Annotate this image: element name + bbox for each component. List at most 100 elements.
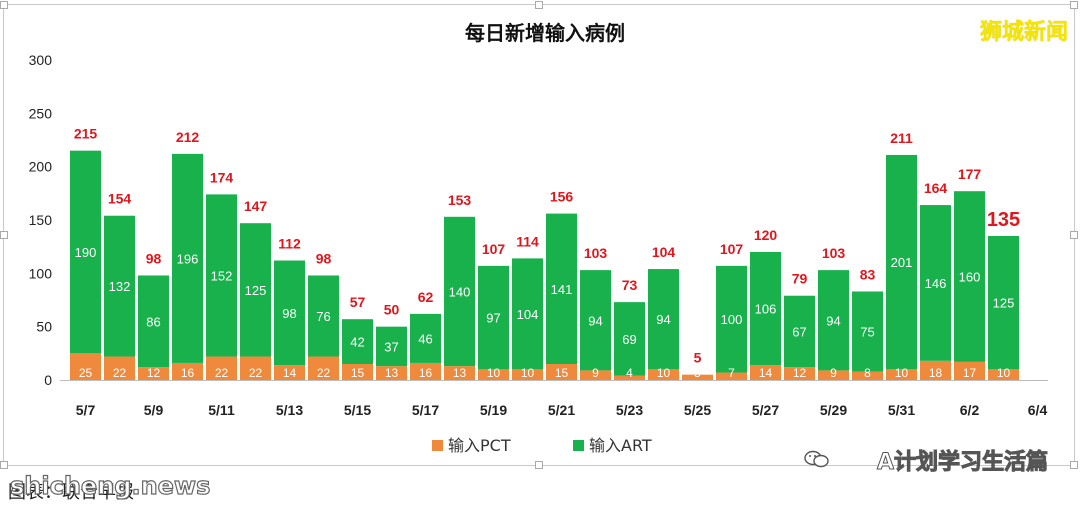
total-value-label: 98	[146, 250, 162, 266]
x-tick-label: 6/2	[960, 402, 980, 418]
art-value-label: 94	[588, 313, 602, 328]
total-value-label: 112	[278, 236, 301, 252]
total-value-label: 174	[210, 169, 234, 185]
pct-value-label: 10	[895, 366, 909, 380]
total-value-label: 5	[694, 350, 702, 366]
art-value-label: 98	[282, 306, 296, 321]
x-tick-label: 5/9	[144, 402, 164, 418]
total-value-label: 50	[384, 302, 400, 318]
art-value-label: 201	[891, 255, 913, 270]
pct-value-label: 22	[113, 366, 127, 380]
pct-value-label: 15	[555, 366, 569, 380]
x-tick-label: 5/15	[344, 402, 371, 418]
art-value-label: 42	[350, 335, 364, 350]
total-value-label: 103	[584, 245, 608, 261]
pct-value-label: 10	[487, 366, 501, 380]
art-value-label: 94	[656, 312, 670, 327]
chart-title: 每日新增输入病例	[465, 21, 625, 45]
x-tick-label: 5/21	[548, 402, 575, 418]
total-value-label: 62	[418, 289, 434, 305]
pct-value-label: 9	[592, 366, 599, 380]
x-tick-label: 5/25	[684, 402, 711, 418]
art-value-label: 97	[486, 311, 500, 326]
total-value-label: 164	[924, 180, 948, 196]
art-value-label: 86	[146, 314, 160, 329]
art-value-label: 152	[211, 268, 233, 283]
total-value-label: 79	[792, 271, 808, 287]
pct-value-label: 25	[79, 366, 93, 380]
x-tick-label: 6/4	[1028, 402, 1048, 418]
wechat-icon	[804, 450, 830, 468]
art-value-label: 100	[721, 312, 743, 327]
total-value-label: 107	[482, 241, 506, 257]
total-value-label: 107	[720, 241, 744, 257]
total-value-label: 135	[987, 209, 1020, 231]
total-value-label: 211	[890, 130, 913, 146]
art-value-label: 190	[75, 245, 97, 260]
pct-value-label: 16	[419, 366, 433, 380]
art-value-label: 141	[551, 282, 573, 297]
y-axis: 050100150200250300	[29, 52, 53, 388]
legend-swatch	[432, 440, 443, 451]
total-value-label: 156	[550, 189, 574, 205]
total-value-label: 153	[448, 192, 472, 208]
total-value-label: 154	[108, 191, 132, 207]
x-tick-label: 5/29	[820, 402, 847, 418]
art-value-label: 37	[384, 339, 398, 354]
art-value-label: 196	[177, 251, 199, 266]
total-value-label: 104	[652, 244, 676, 260]
art-value-label: 104	[517, 307, 539, 322]
pct-value-label: 13	[385, 366, 399, 380]
x-tick-label: 5/27	[752, 402, 779, 418]
legend-label: 输入PCT	[448, 436, 511, 455]
pct-value-label: 5	[694, 366, 701, 380]
pct-value-label: 7	[728, 366, 735, 380]
pct-value-label: 8	[864, 366, 871, 380]
pct-value-label: 12	[147, 366, 161, 380]
y-tick-label: 150	[29, 212, 53, 228]
legend: 输入PCT 输入ART	[432, 436, 652, 455]
art-value-label: 140	[449, 284, 471, 299]
art-value-label: 106	[755, 302, 777, 317]
y-tick-label: 100	[29, 265, 53, 281]
total-value-label: 83	[860, 266, 876, 282]
total-value-label: 147	[244, 198, 268, 214]
y-tick-label: 50	[36, 319, 52, 335]
x-tick-label: 5/31	[888, 402, 915, 418]
x-axis: 5/7 5/9 5/11 5/13 5/15 5/17 5/19 5/21 5/23 5/25 5/…	[60, 381, 1048, 419]
legend-label: 输入ART	[589, 436, 652, 455]
art-value-label: 94	[826, 313, 840, 328]
y-tick-label: 200	[29, 159, 53, 175]
x-tick-label: 5/13	[276, 402, 303, 418]
y-tick-label: 0	[44, 372, 52, 388]
y-tick-label: 300	[29, 52, 53, 68]
total-value-label: 212	[176, 129, 200, 145]
bars: 2519021522132154128698161962122215217422…	[70, 126, 1020, 380]
pct-value-label: 13	[453, 366, 467, 380]
pct-value-label: 10	[997, 366, 1011, 380]
pct-value-label: 18	[929, 366, 943, 380]
art-value-label: 160	[959, 270, 981, 285]
x-tick-label: 5/17	[412, 402, 439, 418]
total-value-label: 114	[516, 233, 539, 249]
pct-value-label: 12	[793, 366, 807, 380]
art-value-label: 46	[418, 331, 432, 346]
pct-value-label: 22	[317, 366, 331, 380]
pct-value-label: 22	[215, 366, 229, 380]
pct-value-label: 4	[626, 366, 633, 380]
pct-value-label: 14	[283, 366, 297, 380]
pct-value-label: 14	[759, 366, 773, 380]
art-value-label: 76	[316, 309, 330, 324]
art-value-label: 146	[925, 276, 947, 291]
site-watermark: shicheng.news	[10, 472, 210, 500]
pct-value-label: 10	[657, 366, 671, 380]
pct-value-label: 16	[181, 366, 195, 380]
total-value-label: 57	[350, 294, 366, 310]
pct-value-label: 15	[351, 366, 365, 380]
art-value-label: 69	[622, 332, 636, 347]
pct-value-label: 22	[249, 366, 263, 380]
x-tick-label: 5/7	[76, 402, 96, 418]
total-value-label: 103	[822, 245, 846, 261]
total-value-label: 120	[754, 227, 778, 243]
